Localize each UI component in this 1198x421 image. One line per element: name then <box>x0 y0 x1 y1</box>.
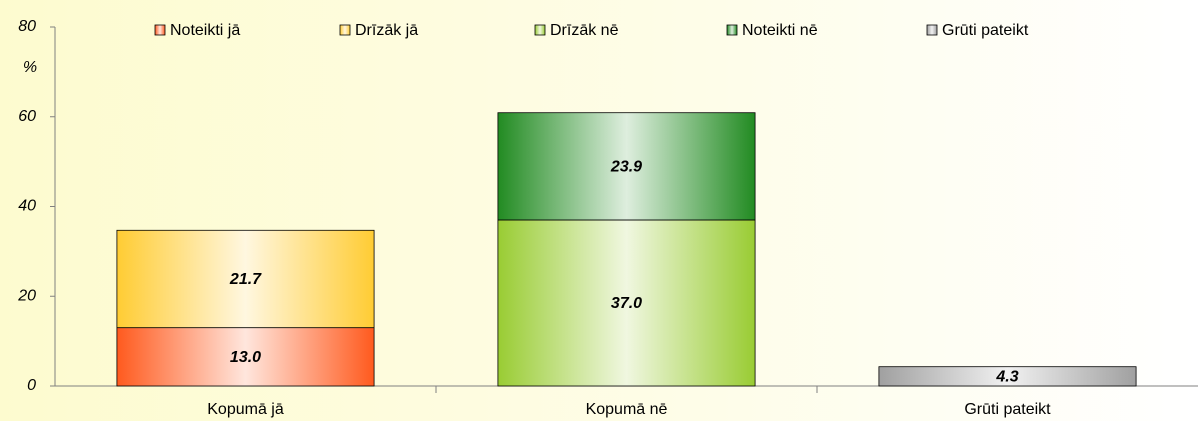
legend-swatch <box>926 24 938 36</box>
data-label: 23.9 <box>610 159 642 176</box>
y-tick-label: 0 <box>27 377 36 394</box>
legend-swatch <box>534 24 546 36</box>
bar-segment <box>116 327 375 387</box>
legend-label: Grūti pateikt <box>942 22 1029 39</box>
data-label: 13.0 <box>230 349 261 366</box>
y-tick-label: 80 <box>18 18 36 35</box>
legend-swatch <box>339 24 351 36</box>
bar-segment <box>878 366 1137 387</box>
bar-segment <box>497 112 756 221</box>
legend-label: Noteikti nē <box>742 22 818 39</box>
y-axis-label: % <box>23 59 37 76</box>
y-tick-label: 40 <box>18 198 36 215</box>
legend-label: Drīzāk jā <box>355 22 418 39</box>
legend-label: Drīzāk nē <box>550 22 619 39</box>
x-tick-label: Grūti pateikt <box>964 401 1051 418</box>
legend-swatch <box>154 24 166 36</box>
y-tick-label: 20 <box>17 287 36 304</box>
legend-label: Noteikti jā <box>170 22 240 39</box>
data-label: 37.0 <box>611 295 642 312</box>
x-tick-label: Kopumā jā <box>207 401 284 418</box>
x-tick-label: Kopumā nē <box>586 401 668 418</box>
data-label: 21.7 <box>229 271 262 288</box>
data-label: 4.3 <box>995 369 1018 386</box>
y-tick-label: 60 <box>18 108 36 125</box>
bar-segment <box>116 229 375 329</box>
legend-swatch <box>726 24 738 36</box>
